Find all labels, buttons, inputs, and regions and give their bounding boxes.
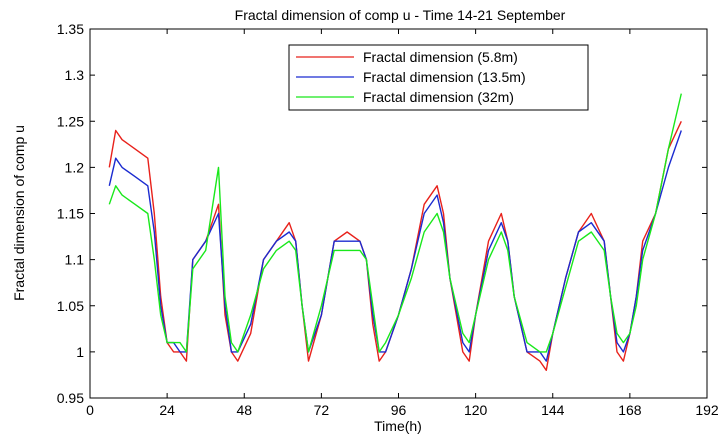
y-tick-label: 1 xyxy=(76,344,84,360)
y-tick-label: 0.95 xyxy=(57,390,84,406)
y-tick-label: 1.35 xyxy=(57,21,84,37)
x-tick-label: 192 xyxy=(695,402,719,418)
x-tick-label: 96 xyxy=(391,402,407,418)
legend: Fractal dimension (5.8m) Fractal dimensi… xyxy=(288,44,589,111)
y-axis-label: Fractal dimension of comp u xyxy=(11,125,27,301)
x-tick-label: 48 xyxy=(236,402,252,418)
x-axis: 0 24 48 72 96 120 144 168 192 xyxy=(86,29,719,418)
series-layer xyxy=(108,93,682,371)
legend-label-5-8m: Fractal dimension (5.8m) xyxy=(363,49,518,65)
chart-title: Fractal dimension of comp u - Time 14-21… xyxy=(235,7,566,23)
y-axis: 0.95 1 1.05 1.1 1.15 1.2 1.25 1.3 1.35 xyxy=(57,21,707,406)
y-tick-label: 1.1 xyxy=(65,252,85,268)
y-tick-label: 1.15 xyxy=(57,206,84,222)
x-tick-label: 0 xyxy=(86,402,94,418)
legend-label-32m: Fractal dimension (32m) xyxy=(363,89,514,105)
x-tick-label: 168 xyxy=(618,402,642,418)
y-tick-label: 1.2 xyxy=(65,159,85,175)
x-tick-label: 24 xyxy=(159,402,175,418)
y-tick-label: 1.3 xyxy=(65,67,85,83)
x-tick-label: 120 xyxy=(464,402,488,418)
x-tick-label: 144 xyxy=(541,402,565,418)
x-tick-label: 72 xyxy=(314,402,330,418)
x-axis-label: Time(h) xyxy=(374,418,422,434)
series-line-2 xyxy=(108,93,682,353)
legend-label-13-5m: Fractal dimension (13.5m) xyxy=(363,69,526,85)
y-tick-label: 1.05 xyxy=(57,298,84,314)
y-tick-label: 1.25 xyxy=(57,113,84,129)
